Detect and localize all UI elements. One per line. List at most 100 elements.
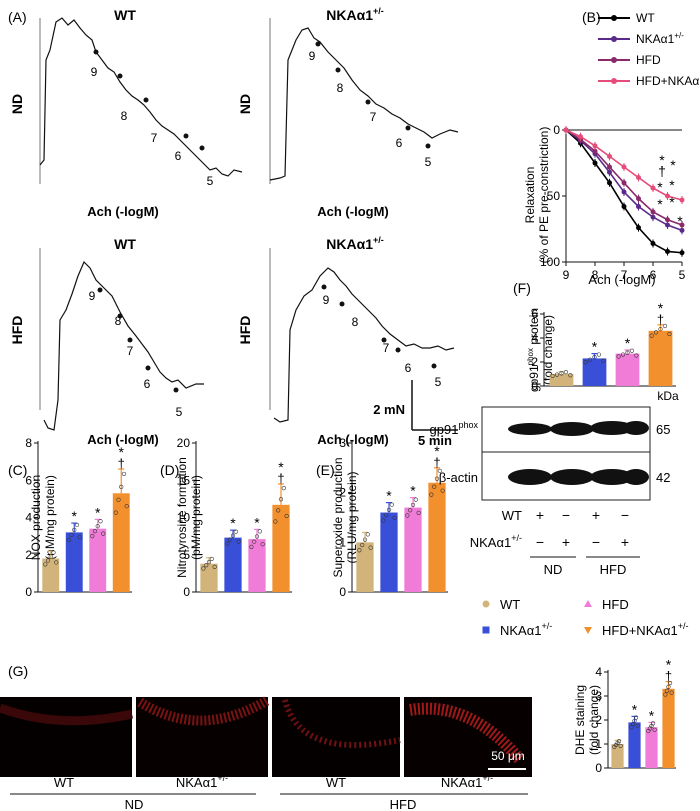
data-point [45, 558, 51, 563]
data-point [666, 684, 671, 689]
data-point [90, 534, 95, 539]
ylabel: gp91phox protein [526, 308, 541, 392]
dhe-image-hfd-nka [404, 697, 532, 777]
data-point [54, 560, 59, 565]
legend-marker [482, 626, 490, 634]
data-point [209, 556, 214, 562]
data-point [620, 352, 626, 357]
dhe-label: NKAα1+/- [176, 773, 228, 790]
significance-mark: † [657, 312, 664, 327]
data-point [616, 739, 622, 744]
ytick-label: 0 [531, 379, 538, 393]
data-point [440, 488, 445, 493]
data-point [357, 548, 362, 553]
conc-label: 6 [396, 136, 403, 150]
kda-label: kDa [657, 389, 679, 403]
b-point [679, 197, 685, 203]
bar [404, 507, 422, 592]
panel-letter: (G) [8, 663, 28, 679]
significance-mark: * [386, 488, 392, 504]
data-point [119, 484, 124, 489]
band [508, 423, 552, 435]
sign: − [536, 534, 544, 550]
significance-mark: * [410, 483, 416, 499]
data-point [432, 484, 437, 489]
ytick-label: 20 [177, 436, 191, 450]
b-point [665, 217, 670, 223]
data-point [664, 688, 670, 693]
sign: − [562, 507, 570, 523]
band [623, 469, 649, 485]
band [590, 421, 634, 435]
data-point [254, 534, 260, 539]
b-point [650, 241, 656, 247]
panel-letter: (F) [513, 280, 531, 296]
b-point [650, 214, 656, 220]
data-point [662, 323, 668, 329]
data-point [381, 518, 386, 523]
ytick-label: 1 [339, 535, 346, 549]
data-point [284, 513, 289, 519]
data-point [362, 537, 368, 542]
b-point [679, 250, 685, 256]
significance-mark: * [434, 443, 440, 459]
b-xtick-label: 8 [592, 268, 599, 282]
b-significance-mark: † [658, 163, 666, 179]
trace-xlabel: Ach (-logM) [317, 204, 388, 219]
ylabel: Nitrotyrosine formation [175, 457, 189, 578]
data-point [649, 333, 654, 338]
b-point [636, 225, 641, 231]
band [623, 421, 649, 435]
trace-scale-bar: 2 mN 5 min [373, 380, 458, 448]
conc-label: 9 [91, 65, 98, 79]
data-point [652, 727, 657, 732]
ylabel-unit: (RLU/mg protein) [345, 471, 359, 563]
bar [628, 722, 641, 768]
data-point [633, 715, 639, 720]
b-point [592, 143, 598, 149]
bar [582, 358, 607, 386]
data-point [563, 369, 569, 375]
data-point [405, 513, 410, 518]
blot-row-actin: β-actin [439, 470, 478, 485]
b-ylabel-1: Relaxation [523, 167, 537, 224]
b-point [607, 164, 612, 170]
data-point [92, 529, 98, 534]
ytick-label: 1 [595, 737, 602, 751]
b-point [607, 153, 612, 159]
bar [380, 512, 398, 592]
data-point [77, 535, 82, 540]
b-ytick-label: 50 [547, 189, 561, 203]
blot-nka-label: NKAα1+/- [470, 533, 522, 550]
b-significance-mark: * [657, 179, 663, 195]
b-point [621, 164, 627, 170]
band [550, 469, 594, 485]
trace-hfd-wt: 9 8 7 6 5 [39, 248, 204, 431]
significance-mark: * [278, 459, 284, 475]
significance-mark: † [433, 455, 440, 470]
band [550, 422, 594, 436]
legend-label: NKAα1+/- [500, 621, 552, 638]
ytick-label: 6 [531, 307, 538, 321]
data-point [429, 492, 434, 497]
b-point [636, 204, 641, 210]
b-point [636, 196, 641, 202]
significance-mark: * [95, 504, 101, 520]
data-point [559, 371, 564, 376]
data-point [410, 502, 416, 508]
row-label-nd: ND [9, 94, 25, 114]
ytick-label: 5 [183, 548, 190, 562]
legend-label: HFD+NKAα1+/- [602, 621, 689, 638]
b-point [636, 175, 641, 181]
trace-xlabel: Ach (-logM) [317, 432, 388, 447]
blot-group-nd: ND [544, 562, 563, 577]
data-point [368, 545, 373, 550]
trace-xlabel: Ach (-logM) [87, 204, 158, 219]
bar [42, 558, 60, 592]
data-point [281, 486, 286, 491]
data-point [616, 354, 621, 359]
significance-mark: † [277, 471, 284, 486]
conc-label: 7 [383, 341, 390, 355]
data-point [550, 373, 555, 379]
